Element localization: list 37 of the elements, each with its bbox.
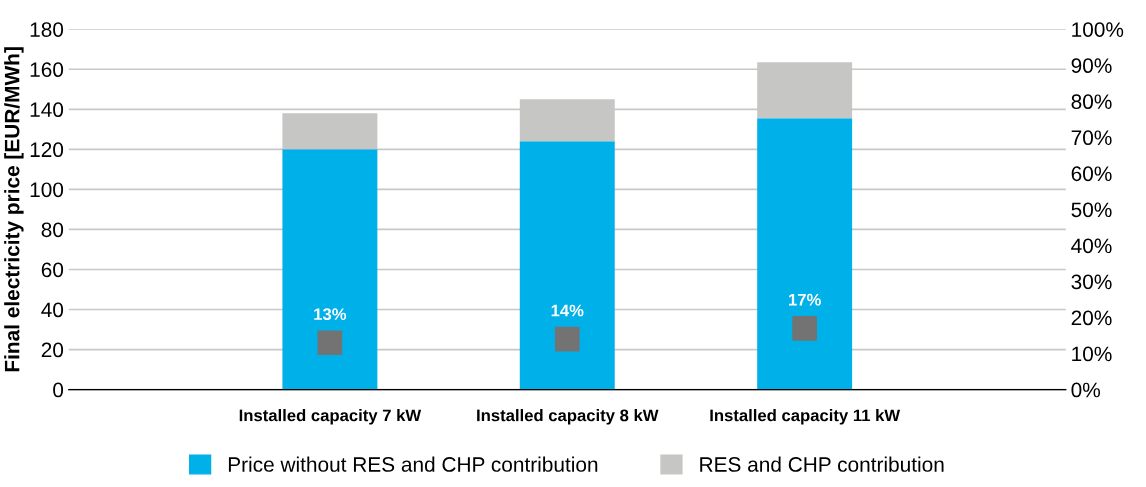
y-tick-label: 160 [30,62,64,78]
point [792,316,817,341]
y2-tick-label: 30% [1071,274,1112,290]
data-label: 17% [789,293,821,306]
bar [757,118,853,390]
y-tick-label: 40 [41,302,64,318]
y-tick-label: 0 [53,382,64,398]
y2-tick-label: 20% [1071,310,1112,326]
y-tick-label: 100 [30,182,64,198]
y2-tick-label: 0% [1071,382,1101,398]
y-tick-label: 120 [30,142,64,158]
legend-label: Price without RES and CHP contribution [228,456,598,472]
y2-tick-label: 10% [1072,346,1112,362]
x-tick-label: Installed capacity 11 kW [710,409,901,425]
y2-tick-label: 60% [1071,166,1112,182]
y2-tick-label: 100% [1072,22,1124,37]
y2-tick-label: 80% [1071,94,1112,110]
y2-tick-label: 40% [1071,238,1112,254]
bar [282,113,378,150]
y2-tick-label: 90% [1071,58,1112,74]
data-label: 13% [314,308,347,321]
bar [519,141,615,390]
y-tick-label: 80 [41,222,64,238]
x-tick-label: Installed capacity 8 kW [477,409,659,425]
y-tick-label: 180 [30,22,64,37]
y2-tick-label: 50% [1071,202,1112,218]
point [317,330,343,356]
bar [282,149,378,390]
y-tick-label: 20 [41,342,64,358]
y-tick-label: 60 [41,262,64,278]
y-tick-label: 140 [30,102,64,118]
y2-tick-label: 70% [1071,130,1112,146]
x-tick-label: Installed capacity 7 kW [239,409,422,425]
data-label: 14% [551,304,584,317]
legend-label: RES and CHP contribution [700,456,944,472]
point [554,326,580,352]
y-axis-title: Final electricity price [EUR/MWh] [4,47,24,372]
